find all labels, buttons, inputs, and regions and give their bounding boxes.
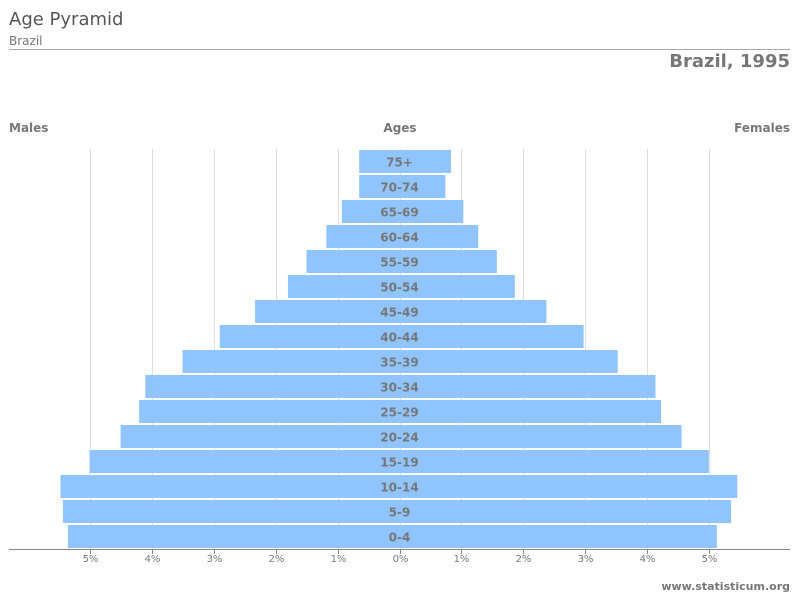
males-column-label: Males <box>9 121 49 135</box>
female-bar <box>399 275 515 298</box>
age-group-label: 25-29 <box>380 406 418 420</box>
male-bar <box>60 475 400 498</box>
x-tick-label: 0% <box>393 554 409 565</box>
female-bar <box>399 300 547 323</box>
female-bar <box>399 425 682 448</box>
male-bar <box>89 450 400 473</box>
female-bar <box>399 375 656 398</box>
x-tick-label: 4% <box>145 554 161 565</box>
female-bar <box>399 325 584 348</box>
age-group-label: 20-24 <box>380 431 418 445</box>
female-bar <box>399 350 618 373</box>
age-group-label: 30-34 <box>380 381 418 395</box>
age-group-label: 35-39 <box>380 356 418 370</box>
age-group-label: 75+ <box>386 156 413 170</box>
age-group-label: 45-49 <box>380 306 418 320</box>
x-tick-label: 2% <box>269 554 285 565</box>
female-bar <box>399 225 479 248</box>
females-column-label: Females <box>734 121 790 135</box>
age-group-label: 50-54 <box>380 281 418 295</box>
age-group-label: 65-69 <box>380 206 418 220</box>
ages-column-label: Ages <box>383 121 417 135</box>
x-tick-label: 4% <box>640 554 656 565</box>
female-bar <box>399 450 709 473</box>
age-group-label: 5-9 <box>389 506 411 520</box>
x-tick-label: 3% <box>207 554 223 565</box>
x-tick-label: 1% <box>331 554 347 565</box>
female-bar <box>399 400 662 423</box>
male-bar <box>287 275 400 298</box>
male-bar <box>219 325 400 348</box>
female-bar <box>399 200 464 223</box>
age-group-label: 0-4 <box>389 531 411 545</box>
age-group-label: 40-44 <box>380 331 418 345</box>
x-tick-label: 3% <box>578 554 594 565</box>
male-bar <box>255 300 400 323</box>
female-bar <box>399 250 497 273</box>
age-group-label: 10-14 <box>380 481 418 495</box>
age-group-label: 60-64 <box>380 231 418 245</box>
x-tick-label: 1% <box>454 554 470 565</box>
female-bar <box>399 175 446 198</box>
page-subtitle: Brazil <box>9 34 43 48</box>
x-tick-label: 2% <box>516 554 532 565</box>
male-bar <box>306 250 400 273</box>
female-bar <box>399 500 732 523</box>
x-tick-label: 5% <box>702 554 718 565</box>
x-tick-label: 5% <box>83 554 99 565</box>
male-bar <box>67 525 400 548</box>
title-divider <box>9 49 790 50</box>
male-bar <box>139 400 400 423</box>
male-bar <box>62 500 400 523</box>
source-footer: www.statisticum.org <box>661 580 790 593</box>
chart-title: Brazil, 1995 <box>669 51 790 72</box>
age-group-label: 15-19 <box>380 456 418 470</box>
male-bar <box>326 225 400 248</box>
female-bar <box>399 525 717 548</box>
male-bar <box>145 375 400 398</box>
male-bar <box>341 200 400 223</box>
page-title: Age Pyramid <box>9 9 124 30</box>
male-bar <box>182 350 400 373</box>
male-bar <box>359 175 400 198</box>
male-bar <box>359 150 400 173</box>
female-bar <box>399 475 738 498</box>
female-bar <box>399 150 451 173</box>
age-group-label: 70-74 <box>380 181 418 195</box>
male-bar <box>120 425 400 448</box>
age-group-label: 55-59 <box>380 256 418 270</box>
